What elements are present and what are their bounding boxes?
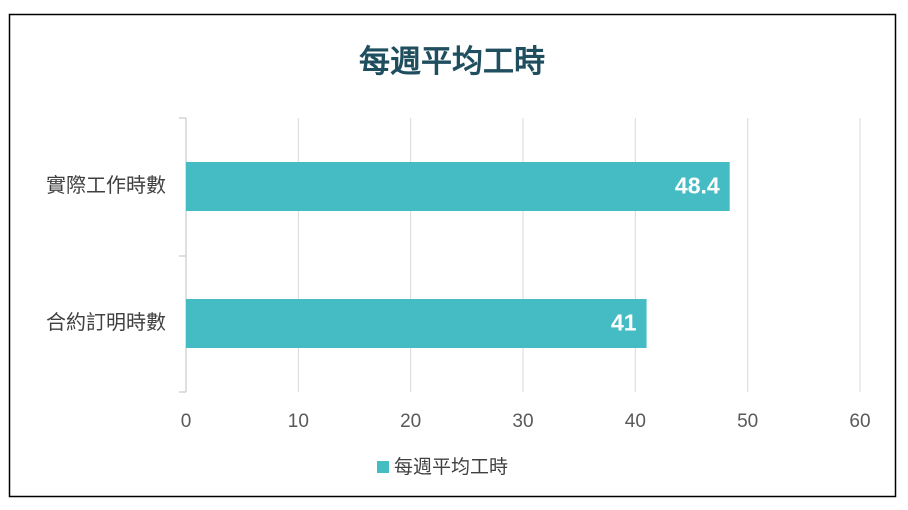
chart-title: 每週平均工時 (359, 44, 545, 79)
chart-frame (8, 13, 897, 498)
x-tick-label: 50 (737, 411, 758, 432)
x-tick-label: 40 (625, 411, 646, 432)
x-tick-label: 20 (400, 411, 421, 432)
x-tick-label: 0 (181, 411, 192, 432)
x-tick-label: 60 (849, 411, 870, 432)
data-label: 41 (611, 310, 637, 336)
bar (186, 299, 647, 348)
x-tick-label: 30 (512, 411, 533, 432)
data-label: 48.4 (675, 173, 720, 199)
y-tick-label: 合約訂明時數 (46, 311, 166, 334)
y-tick-label: 實際工作時數 (46, 174, 166, 197)
x-tick-label: 10 (288, 411, 309, 432)
legend-swatch (377, 461, 389, 473)
legend-label: 每週平均工時 (394, 456, 508, 478)
bar (186, 162, 730, 211)
